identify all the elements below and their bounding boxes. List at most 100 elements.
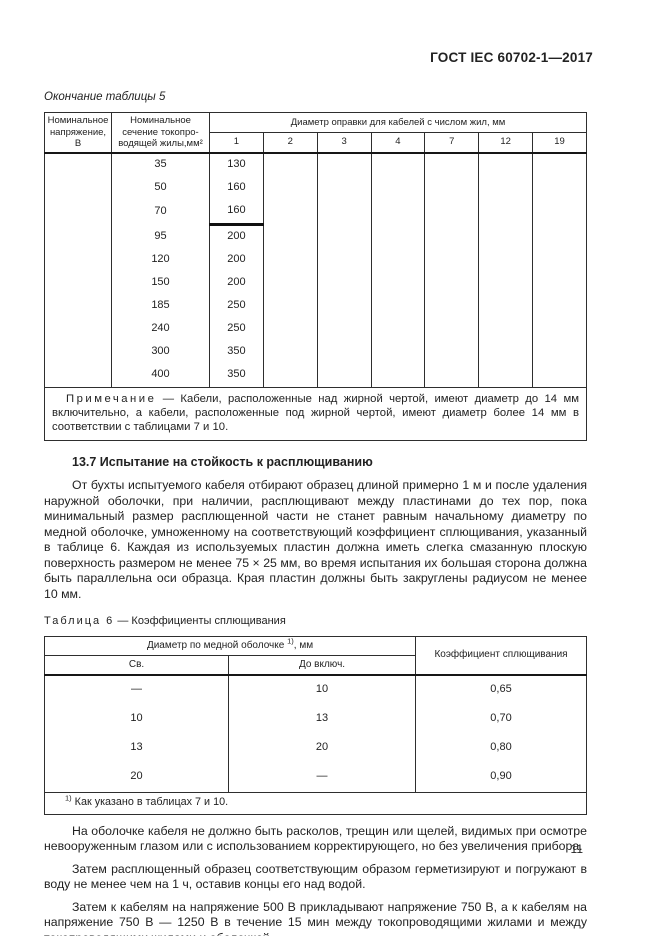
table5-header-core-count: 4 — [370, 131, 426, 154]
table5-cell-diameter-1core: 160 — [209, 176, 264, 200]
table6-cell-coefficient: 0,90 — [415, 762, 587, 792]
table6-header-diameter-group: Диаметр по медной оболочке 1), мм — [43, 635, 417, 656]
table5-cell-empty — [262, 363, 318, 387]
table6-caption-label: Таблица 6 — [44, 615, 115, 627]
table5-cell-empty — [532, 363, 587, 387]
table6-footnote-text: Как указано в таблицах 7 и 10. — [71, 795, 229, 808]
table5-cell-empty — [532, 271, 587, 295]
table5-cell-section: 50 — [111, 176, 210, 200]
table6-row: 13 20 0,80 — [44, 733, 587, 763]
table5-continuation-caption: Окончание таблицы 5 — [44, 90, 166, 103]
table6-cell-coefficient: 0,80 — [415, 733, 587, 763]
table6-footnote-marker: 1) — [65, 792, 72, 802]
table5-cell-empty — [370, 317, 426, 341]
table5-cell-section: 120 — [111, 248, 210, 272]
table5-cell-empty — [262, 248, 318, 272]
table5-cell-voltage-empty — [44, 294, 112, 318]
table5-cell-empty — [532, 199, 587, 224]
table5-header-section: Номинальное сечение токопро-водящей жилы… — [111, 112, 210, 154]
paragraph-water-immersion: Затем расплющенный образец соответствующ… — [44, 861, 587, 892]
table5-cell-empty — [532, 294, 587, 318]
table5-row: 50 160 — [44, 176, 587, 200]
table5-cell-voltage-empty — [44, 224, 112, 249]
table5-cell-empty — [262, 199, 318, 224]
table5-cell-section: 300 — [111, 340, 210, 364]
table5-cell-empty — [316, 199, 372, 224]
table6-header-over: Св. — [44, 654, 229, 676]
table5-cell-voltage-empty — [44, 199, 112, 224]
table5-cell-empty — [370, 176, 426, 200]
table5-cell-empty — [532, 224, 587, 249]
table5-cell-empty — [532, 176, 587, 200]
table5-cell-empty — [262, 294, 318, 318]
table5-cell-empty — [370, 224, 426, 249]
table5-cell-voltage-empty — [44, 176, 112, 200]
table5-header: Номинальное напряжение, В Номинальное се… — [44, 112, 587, 154]
table5-row: 240 250 — [44, 317, 587, 341]
table5-cell-diameter-1core: 200 — [209, 271, 264, 295]
table6-caption-text: — Коэффициенты сплющивания — [114, 615, 286, 627]
table6-row: — 10 0,65 — [44, 674, 587, 705]
table6-body: — 10 0,65 10 13 0,70 13 20 0,80 20 — [44, 674, 587, 792]
table5-header-diameter-group: Диаметр оправки для кабелей с числом жил… — [209, 112, 587, 133]
table5-cell-empty — [424, 152, 480, 177]
section-heading-13-7: 13.7 Испытание на стойкость к расплющива… — [72, 454, 373, 469]
table6-footnote-ref-marker: 1) — [287, 636, 294, 646]
table5-cell-empty — [316, 248, 372, 272]
table5-cell-voltage-empty — [44, 317, 112, 341]
table5-cell-section: 95 — [111, 224, 210, 249]
table5-cell-empty — [424, 248, 480, 272]
table5-header-core-counts-row: 1 2 3 4 7 12 19 — [45, 131, 587, 154]
table5-cell-empty — [478, 340, 534, 364]
table5-cell-empty — [316, 271, 372, 295]
table5-cell-empty — [532, 248, 587, 272]
table5-cell-empty — [316, 317, 372, 341]
table5-cell-empty — [262, 317, 318, 341]
table6-cell-over: 10 — [44, 704, 229, 734]
table5-cell-diameter-1core: 350 — [209, 340, 264, 364]
table5-cell-empty — [424, 340, 480, 364]
table5-header-core-count: 12 — [478, 131, 534, 154]
table6-cell-over: 20 — [44, 762, 229, 792]
table5-cell-empty — [316, 176, 372, 200]
section-paragraph: От бухты испытуемого кабеля отбирают обр… — [44, 478, 587, 601]
table5-row: 185 250 — [44, 294, 587, 318]
paragraph-voltage-test: Затем к кабелям на напряжение 500 В прик… — [44, 899, 587, 936]
table5-cell-empty — [316, 152, 372, 177]
table6-cell-upto: 10 — [227, 674, 417, 705]
table5-row: 300 350 — [44, 340, 587, 364]
table5-row: 120 200 — [44, 248, 587, 272]
table5-cell-empty — [424, 363, 480, 387]
table5-cell-empty — [478, 248, 534, 272]
table6-cell-upto: 20 — [227, 733, 417, 763]
table6-row: 20 — 0,90 — [44, 762, 587, 792]
table5-cell-section: 400 — [111, 363, 210, 387]
table5-cell-section: 70 — [111, 199, 210, 224]
table5-row: 400 350 — [44, 363, 587, 387]
table5-cell-empty — [532, 340, 587, 364]
table5-cell-empty — [370, 199, 426, 224]
table5-header-core-count: 3 — [316, 131, 372, 154]
table5-cell-empty — [262, 224, 318, 249]
table5-cell-empty — [478, 271, 534, 295]
table5-cell-voltage-empty — [44, 248, 112, 272]
table5-row: 150 200 — [44, 271, 587, 295]
table6-header: Диаметр по медной оболочке 1), мм Коэффи… — [43, 635, 587, 676]
table5-cell-empty — [424, 294, 480, 318]
table5-cell-empty — [370, 271, 426, 295]
table5-cell-empty — [424, 317, 480, 341]
table6-cell-coefficient: 0,65 — [415, 674, 587, 705]
table5-cell-voltage-empty — [44, 363, 112, 387]
page-number: 11 — [570, 842, 583, 856]
table5-cell-diameter-1core: 250 — [209, 294, 264, 318]
table5-note-cell: Примечание — Кабели, расположенные над ж… — [44, 386, 587, 441]
table5-cell-section: 240 — [111, 317, 210, 341]
table5-cell-empty — [478, 176, 534, 200]
table5-row: 70 160 — [44, 199, 587, 226]
table6-cell-over: — — [44, 674, 229, 705]
table5-cell-empty — [424, 176, 480, 200]
table5-cell-empty — [424, 271, 480, 295]
table5-cell-diameter-1core: 200 — [209, 224, 264, 249]
table5-header-voltage: Номинальное напряжение, В — [44, 112, 112, 154]
table5-note-label: Примечание — [66, 392, 157, 405]
